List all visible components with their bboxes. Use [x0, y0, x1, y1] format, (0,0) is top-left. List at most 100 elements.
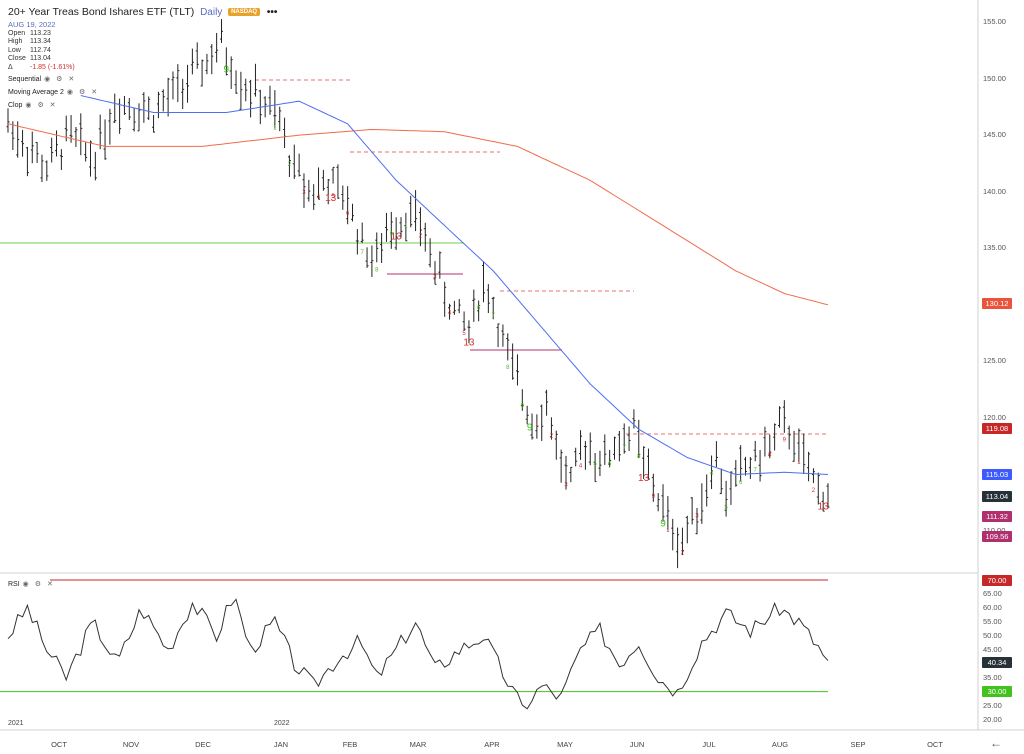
chart-header: 20+ Year Treas Bond Ishares ETF (TLT) Da…	[8, 6, 277, 18]
ohlc-row: Close 113.04	[8, 55, 75, 63]
price-axis-label: 155.00	[983, 17, 1006, 26]
sequential-digit: 1	[273, 125, 277, 131]
more-menu-icon[interactable]: •••	[266, 7, 278, 18]
rsi-settings-icons[interactable]: ◉ ⚙ ✕	[22, 581, 55, 588]
month-label: JUN	[629, 740, 645, 749]
sequential-digit: 3	[695, 514, 699, 520]
sequential-digit: 2	[550, 433, 554, 439]
sequential-digit: 8	[375, 268, 379, 274]
sequential-digit: 8	[506, 365, 510, 371]
sequential-digit: 9	[521, 403, 525, 409]
rsi-axis-label: 60.00	[983, 602, 1002, 612]
exchange-badge: NASDAQ	[228, 8, 261, 16]
month-label: DEC	[195, 740, 211, 749]
ohlc-value: 112.74	[30, 46, 51, 54]
ohlc-key: Δ	[8, 63, 13, 71]
month-label: MAR	[409, 740, 427, 749]
sequential-digit: 8	[768, 452, 772, 458]
sequential-digit: 6	[739, 480, 743, 486]
rsi-pane	[0, 579, 829, 710]
horizontal-levels	[0, 79, 828, 435]
sequential-digit: 4	[710, 471, 714, 477]
ohlc-key: Open	[8, 30, 26, 37]
sequential-count: 13	[638, 473, 650, 484]
ma-red-line	[7, 123, 829, 306]
ohlc-value: 113.34	[30, 38, 51, 46]
month-label: APR	[484, 740, 500, 749]
price-tag: 119.08	[982, 422, 1012, 434]
price-tag: 115.03	[982, 468, 1012, 480]
grid	[0, 0, 1024, 731]
rsi-axis-label: 20.00	[983, 714, 1002, 724]
sequential-digit: 7	[623, 445, 627, 451]
sequential-digit: 2	[681, 550, 685, 556]
month-label: OCT	[51, 740, 67, 749]
sequential-digit: 9	[390, 232, 394, 238]
sequential-digit: 1	[404, 224, 408, 230]
price-tag: 113.04	[982, 491, 1012, 503]
indicator-legend-2[interactable]: Clop ◉ ⚙ ✕	[8, 101, 58, 109]
interval-label[interactable]: Daily	[200, 7, 223, 18]
sequential-count: 9	[660, 518, 666, 529]
sequential-count: 9	[527, 422, 533, 433]
ohlc-legend: Open 113.23 High 113.34 Low 112.74 Close 113.04…	[8, 30, 75, 72]
month-label: MAY	[557, 740, 573, 749]
sequential-digit: 5	[462, 331, 466, 337]
sequential-digit: 5	[331, 194, 335, 200]
ohlc-row: Open 113.23	[8, 30, 75, 38]
sequential-digit: 4	[448, 311, 452, 317]
indicator-settings-icons[interactable]: ◉ ⚙ ✕	[66, 89, 100, 96]
ohlc-row: Low 112.74	[8, 47, 75, 55]
sequential-digit: 5	[593, 461, 597, 467]
indicator-settings-icons[interactable]: ◉ ⚙ ✕	[25, 102, 58, 109]
rsi-axis-label: 35.00	[983, 672, 1002, 682]
sequential-digit: 9	[652, 494, 656, 500]
sequential-count: 13	[463, 337, 475, 348]
sequential-digit: 2	[419, 234, 423, 240]
rsi-label[interactable]: RSI	[8, 581, 20, 588]
indicator-name[interactable]: Moving Average 2	[8, 89, 64, 96]
sequential-digit: 7	[754, 467, 758, 473]
indicator-name[interactable]: Sequential	[8, 76, 42, 83]
price-tag: 111.32	[982, 510, 1012, 522]
sequential-digit: 7	[492, 313, 496, 319]
price-tag: 130.12	[982, 297, 1012, 309]
moving-averages	[7, 95, 829, 476]
month-label: JUL	[702, 740, 716, 749]
ohlc-value: -1.85 (-1.61%)	[30, 63, 75, 71]
rsi-axis-label: 25.00	[983, 700, 1002, 710]
sequential-digit: 3	[433, 274, 437, 280]
ohlc-row: Δ -1.85 (-1.61%)	[8, 64, 75, 72]
price-bars	[6, 19, 830, 569]
price-axis-label: 145.00	[983, 130, 1006, 140]
sequential-digit: 4	[579, 464, 583, 470]
rsi-axis-label: 45.00	[983, 644, 1002, 654]
indicator-legend-0[interactable]: Sequential ◉ ⚙ ✕	[8, 75, 76, 83]
sequential-digit: 2	[288, 162, 292, 168]
sequential-digit: 4	[317, 195, 321, 201]
back-arrow-icon[interactable]: ←	[990, 736, 1002, 750]
month-label: FEB	[342, 740, 358, 749]
ohlc-key: High	[8, 38, 23, 46]
sequential-digit: 3	[564, 483, 568, 489]
ohlc-row: High 113.34	[8, 38, 75, 46]
bar-date: AUG 19, 2022	[8, 20, 56, 29]
price-tag: 109.56	[982, 530, 1012, 542]
indicator-settings-icons[interactable]: ◉ ⚙ ✕	[44, 76, 77, 83]
rsi-axis-label: 65.00	[983, 588, 1002, 598]
price-axis-label: 140.00	[983, 186, 1006, 196]
rsi-tag: 40.34	[982, 657, 1012, 669]
sequential-count: 13	[818, 501, 830, 512]
symbol-title[interactable]: 20+ Year Treas Bond Ishares ETF (TLT)	[8, 6, 195, 18]
month-label: NOV	[122, 740, 140, 749]
ohlc-value: 113.23	[30, 30, 51, 37]
rsi-axis-label: 55.00	[983, 616, 1002, 626]
indicator-name[interactable]: Clop	[8, 102, 23, 109]
rsi-legend: RSI ◉ ⚙ ✕	[8, 580, 55, 588]
month-label: SEP	[850, 740, 866, 749]
indicator-legend-1[interactable]: Moving Average 2 ◉ ⚙ ✕	[8, 88, 99, 96]
sequential-digit: 1	[666, 528, 670, 534]
rsi-tag: 30.00	[982, 686, 1012, 698]
